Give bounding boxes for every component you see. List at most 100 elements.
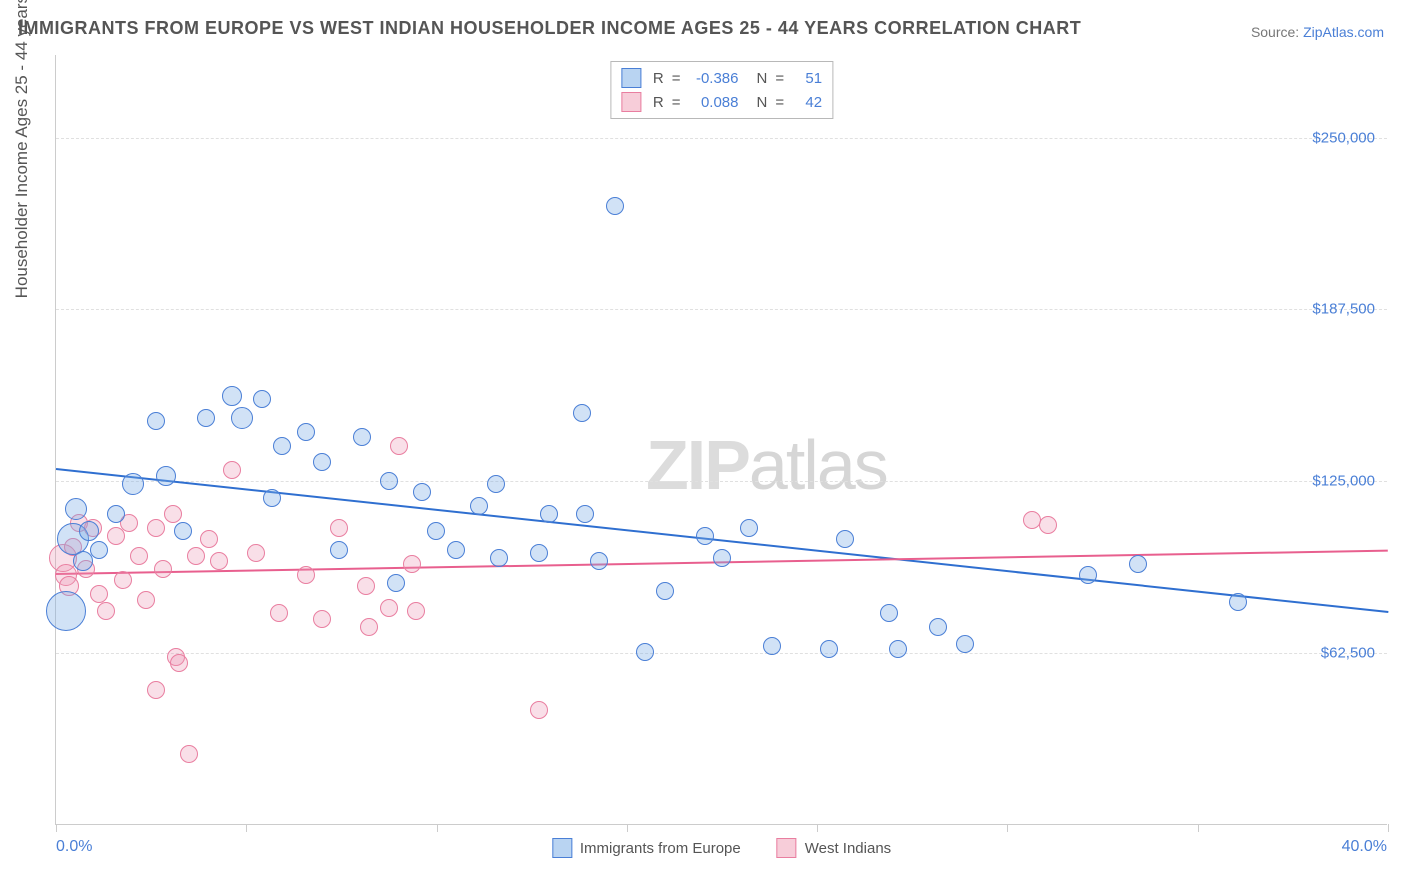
source-label: Source:: [1251, 24, 1303, 40]
scatter-point-europe: [413, 483, 431, 501]
scatter-point-europe: [353, 428, 371, 446]
scatter-point-europe: [540, 505, 558, 523]
scatter-point-europe: [1079, 566, 1097, 584]
watermark: ZIPatlas: [646, 425, 887, 505]
n-label: N: [757, 70, 768, 87]
scatter-point-europe: [263, 489, 281, 507]
scatter-point-west_indian: [390, 437, 408, 455]
y-tick-label: $187,500: [1312, 301, 1375, 318]
scatter-point-europe: [836, 530, 854, 548]
r-label: R: [653, 70, 664, 87]
scatter-point-west_indian: [1023, 511, 1041, 529]
scatter-point-west_indian: [403, 555, 421, 573]
scatter-point-europe: [90, 541, 108, 559]
scatter-point-west_indian: [270, 604, 288, 622]
x-tick: [1007, 824, 1008, 832]
scatter-point-europe: [313, 453, 331, 471]
scatter-point-europe: [636, 643, 654, 661]
scatter-point-europe: [929, 618, 947, 636]
scatter-point-europe: [576, 505, 594, 523]
legend-swatch-europe: [621, 68, 641, 88]
correlation-legend-row: R = 0.088 N = 42: [621, 90, 822, 114]
scatter-point-west_indian: [180, 745, 198, 763]
x-tick: [1388, 824, 1389, 832]
r-value: 0.088: [689, 94, 739, 111]
legend-label: West Indians: [805, 840, 891, 857]
scatter-point-europe: [573, 404, 591, 422]
x-axis-max-label: 40.0%: [1342, 838, 1387, 856]
watermark-bold: ZIP: [646, 426, 749, 504]
scatter-point-europe: [156, 466, 176, 486]
scatter-point-west_indian: [330, 519, 348, 537]
correlation-legend-row: R = -0.386 N = 51: [621, 66, 822, 90]
legend-swatch-europe: [552, 838, 572, 858]
scatter-point-europe: [330, 541, 348, 559]
scatter-point-west_indian: [130, 547, 148, 565]
x-tick: [817, 824, 818, 832]
scatter-point-europe: [231, 407, 253, 429]
scatter-point-west_indian: [154, 560, 172, 578]
legend-label: Immigrants from Europe: [580, 840, 741, 857]
scatter-point-europe: [147, 412, 165, 430]
x-tick: [437, 824, 438, 832]
plot-area: ZIPatlas R = -0.386 N = 51 R = 0.088 N =…: [55, 55, 1387, 825]
equals-sign: =: [672, 94, 681, 111]
scatter-point-west_indian: [114, 571, 132, 589]
scatter-point-west_indian: [210, 552, 228, 570]
scatter-point-west_indian: [147, 681, 165, 699]
scatter-point-europe: [1129, 555, 1147, 573]
scatter-point-europe: [470, 497, 488, 515]
scatter-point-europe: [380, 472, 398, 490]
scatter-point-europe: [273, 437, 291, 455]
legend-swatch-westindian: [777, 838, 797, 858]
gridline: [56, 309, 1387, 310]
legend-swatch-westindian: [621, 92, 641, 112]
scatter-point-europe: [763, 637, 781, 655]
scatter-point-west_indian: [90, 585, 108, 603]
scatter-point-west_indian: [297, 566, 315, 584]
x-axis-min-label: 0.0%: [56, 838, 92, 856]
scatter-point-europe: [713, 549, 731, 567]
chart-title: IMMIGRANTS FROM EUROPE VS WEST INDIAN HO…: [18, 18, 1081, 39]
scatter-point-europe: [197, 409, 215, 427]
scatter-point-west_indian: [107, 527, 125, 545]
x-tick: [627, 824, 628, 832]
x-tick: [56, 824, 57, 832]
scatter-point-west_indian: [1039, 516, 1057, 534]
scatter-point-europe: [696, 527, 714, 545]
n-value: 42: [792, 94, 822, 111]
scatter-point-europe: [222, 386, 242, 406]
equals-sign: =: [672, 70, 681, 87]
scatter-point-europe: [956, 635, 974, 653]
scatter-point-europe: [530, 544, 548, 562]
legend-item-europe: Immigrants from Europe: [552, 838, 741, 858]
series-legend: Immigrants from Europe West Indians: [552, 838, 891, 858]
scatter-point-europe: [820, 640, 838, 658]
scatter-point-west_indian: [137, 591, 155, 609]
scatter-point-europe: [46, 591, 86, 631]
scatter-point-europe: [107, 505, 125, 523]
equals-sign: =: [775, 94, 784, 111]
scatter-point-europe: [73, 551, 93, 571]
y-tick-label: $250,000: [1312, 129, 1375, 146]
scatter-point-europe: [740, 519, 758, 537]
scatter-point-west_indian: [313, 610, 331, 628]
scatter-point-west_indian: [530, 701, 548, 719]
gridline: [56, 138, 1387, 139]
legend-item-westindian: West Indians: [777, 838, 891, 858]
gridline: [56, 481, 1387, 482]
scatter-point-west_indian: [380, 599, 398, 617]
source-link[interactable]: ZipAtlas.com: [1303, 24, 1384, 40]
source-attribution: Source: ZipAtlas.com: [1251, 24, 1384, 40]
scatter-point-europe: [427, 522, 445, 540]
scatter-point-europe: [174, 522, 192, 540]
scatter-point-west_indian: [200, 530, 218, 548]
scatter-point-europe: [487, 475, 505, 493]
r-value: -0.386: [689, 70, 739, 87]
scatter-point-west_indian: [97, 602, 115, 620]
scatter-point-west_indian: [164, 505, 182, 523]
scatter-point-west_indian: [170, 654, 188, 672]
scatter-point-europe: [122, 473, 144, 495]
scatter-point-west_indian: [357, 577, 375, 595]
scatter-point-europe: [65, 498, 87, 520]
